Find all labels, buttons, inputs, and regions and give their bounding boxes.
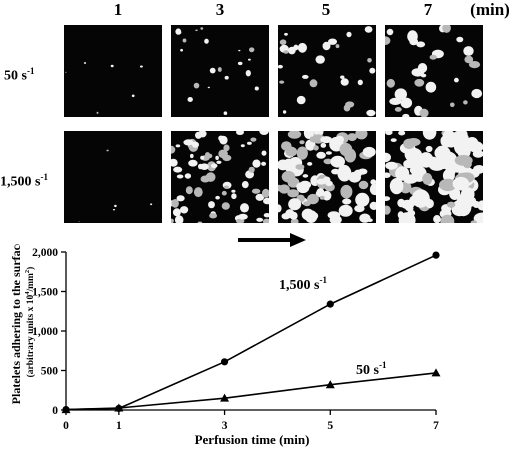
data-point-triangle [325,380,335,389]
row-label-50: 50 s-1 [4,66,34,85]
y-axis-label: Platelets adhering to the surface [9,244,23,404]
row-label-50-sup: -1 [26,66,35,76]
x-tick-label: 0 [63,420,69,432]
row-label-1500-text: 1,500 s [0,174,41,190]
series-label-1500: 1,500 s-1 [279,275,327,293]
time-label-1: 1 [113,0,123,19]
time-unit-label: (min) [470,0,510,19]
row-label-1500-sup: -1 [40,172,48,182]
series-marks [61,251,441,414]
axes: 0 500 1,000 1,500 2,000 0 1 3 5 7 [32,247,439,432]
micrograph-1500-7min [385,131,483,223]
y-tick-label: 1,500 [32,287,58,299]
y-tick-label: 2,000 [32,247,58,259]
micrograph-1500-3min [171,131,269,223]
adhesion-chart: Platelets adhering to the surface (arbit… [9,244,441,447]
micrograph-spots [278,131,376,223]
micrograph-spots [175,27,259,115]
series-line-1 [65,372,437,411]
x-tick-label: 5 [327,420,333,432]
time-direction-arrow-icon [238,233,306,247]
micrograph-spots [171,131,269,223]
data-point-circle [220,358,229,366]
micrograph-1500-5min [278,131,376,223]
y-tick-label: 1,000 [32,326,58,338]
row-label-1500: 1,500 s-1 [0,172,48,191]
y-tick-label: 500 [41,366,59,378]
y-tick-label: 0 [52,405,58,417]
x-tick-label: 7 [433,420,439,432]
x-tick-label: 1 [116,420,122,432]
time-label-5: 5 [321,0,331,19]
data-point-circle [432,251,440,259]
series-label-50: 50 s-1 [356,360,387,378]
time-label-7: 7 [423,0,433,19]
y-axis-sublabel: (arbitrary units x 104/mm2) [24,267,36,378]
series-line-0 [65,254,437,411]
data-point-circle [326,300,334,308]
micrograph-spots [65,62,143,114]
micrograph-50-7min [385,25,483,117]
micrograph-spots [385,131,483,223]
x-axis-label: Perfusion time (min) [195,432,310,447]
micrograph-spots [278,26,376,117]
micrograph-1500-1min [64,131,162,223]
row-label-50-text: 50 s [4,68,27,84]
data-point-triangle [220,393,230,402]
micrograph-spots [385,25,483,117]
data-point-triangle [114,403,124,412]
micrograph-50-1min [64,25,162,117]
x-tick-label: 3 [222,420,228,432]
micrograph-50-5min [278,25,376,117]
micrograph-spots [78,149,153,222]
data-point-triangle [431,368,441,377]
data-point-triangle [61,405,71,414]
time-label-3: 3 [215,0,225,19]
micrograph-50-3min [171,25,269,117]
